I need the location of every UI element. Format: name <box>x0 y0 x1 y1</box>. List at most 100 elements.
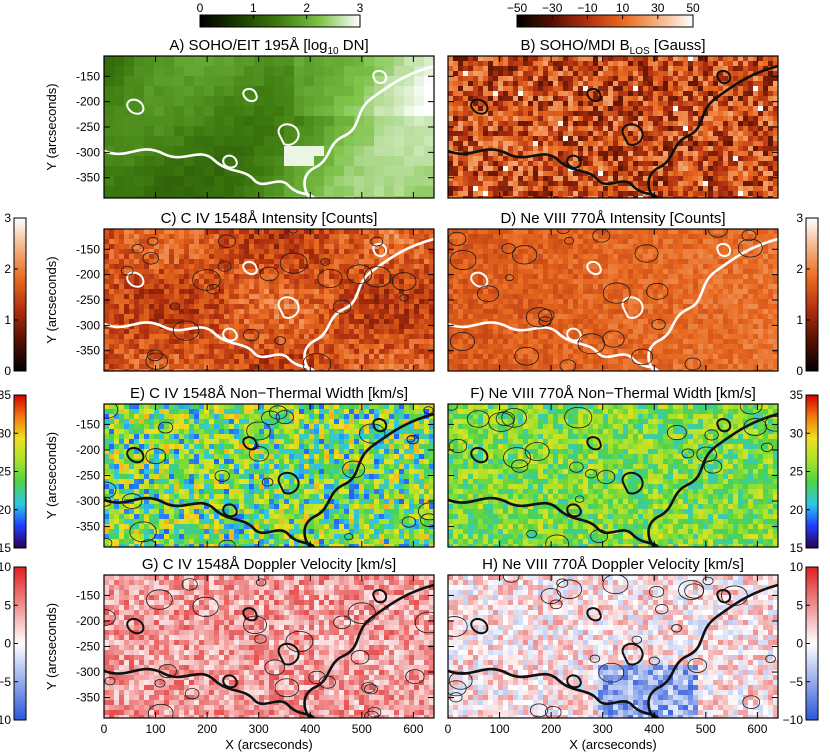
x-tick-label: 500 <box>352 722 372 736</box>
y-tick-label: -350 <box>76 520 100 534</box>
panel-a-image <box>104 56 434 198</box>
colorbar-intensity-left <box>13 217 27 372</box>
colorbar-tick-label: 3 <box>796 211 803 225</box>
x-tick-label: 0 <box>445 722 452 736</box>
x-tick-label: 300 <box>249 722 269 736</box>
x-axis-label: X (arcseconds) <box>569 737 656 752</box>
x-axis-label: X (arcseconds) <box>225 737 312 752</box>
panel-b-title: B) SOHO/MDI BLOS [Gauss] <box>520 37 705 57</box>
colorbar-width-right <box>805 394 819 549</box>
colorbar-tick-label: 5 <box>796 598 803 612</box>
colorbar-tick-label: 30 <box>790 426 804 440</box>
colorbar-tick-label: 10 <box>616 1 630 15</box>
panel-g <box>103 574 435 719</box>
x-tick-label: 500 <box>696 722 716 736</box>
panel-h-title: H) Ne VIII 770Å Doppler Velocity [km/s] <box>482 556 744 573</box>
colorbar-tick-label: 15 <box>0 541 11 555</box>
panel-f-title: F) Ne VIII 770Å Non−Thermal Width [km/s] <box>470 385 756 402</box>
x-tick-label: 200 <box>197 722 217 736</box>
panels <box>103 55 779 719</box>
y-axis-label: Y (arcseconds) <box>44 603 59 690</box>
colorbar-tick-label: 1 <box>250 1 257 15</box>
y-tick-label: -200 <box>76 95 100 109</box>
colorbar-mdi <box>516 14 694 28</box>
colorbar-intensity-right <box>805 217 819 372</box>
colorbar-tick-label: −5 <box>789 675 803 689</box>
y-tick-label: -150 <box>76 242 100 256</box>
panel-b-contours <box>448 64 778 198</box>
panel-f <box>447 403 779 548</box>
colorbar-tick-label: 2 <box>4 262 11 276</box>
colorbar-tick-label: 0 <box>796 364 803 378</box>
y-axis-label: Y (arcseconds) <box>44 256 59 343</box>
panel-f-image <box>448 404 778 547</box>
y-tick-label: -250 <box>76 293 100 307</box>
panel-e-image <box>104 404 434 547</box>
y-axis-label: Y (arcseconds) <box>44 83 59 170</box>
colorbar-tick-label: 10 <box>0 560 11 574</box>
colorbar-eit <box>199 14 361 28</box>
y-tick-label: -250 <box>76 120 100 134</box>
colorbar-doppler-left <box>13 566 27 721</box>
panel-a-title: A) SOHO/EIT 195Å [log10 DN] <box>169 37 368 57</box>
colorbar-tick-label: 0 <box>4 364 11 378</box>
colorbar-tick-label: 35 <box>790 388 804 402</box>
x-tick-label: 0 <box>101 722 108 736</box>
labels: -150 -200 -250 -300 -350 Y (arcseconds) A) SOH… <box>0 1 803 752</box>
y-tick-label: -250 <box>76 469 100 483</box>
panel-a-contours <box>104 64 434 198</box>
panel-c <box>103 228 435 372</box>
y-tick-label: -300 <box>76 665 100 679</box>
colorbar-tick-label: 35 <box>0 388 11 402</box>
y-tick-label: -350 <box>76 691 100 705</box>
panel-b-image <box>448 56 778 198</box>
x-tick-label: 200 <box>541 722 561 736</box>
panel-c-contours <box>104 229 434 371</box>
colorbar-tick-label: 20 <box>790 503 804 517</box>
y-axis-label: Y (arcseconds) <box>44 432 59 519</box>
colorbar-tick-label: 15 <box>790 541 804 555</box>
panel-d-contours <box>448 229 778 371</box>
panel-g-title: G) C IV 1548Å Doppler Velocity [km/s] <box>142 556 396 573</box>
panel-h <box>447 574 779 719</box>
panel-d <box>447 228 779 372</box>
colorbar-tick-label: 30 <box>651 1 665 15</box>
colorbar-tick-label: 2 <box>796 262 803 276</box>
colorbar-tick-label: 5 <box>4 598 11 612</box>
colorbar-tick-label: 25 <box>0 465 11 479</box>
x-tick-label: 100 <box>146 722 166 736</box>
y-tick-label: -150 <box>76 588 100 602</box>
colorbar-tick-label: −5 <box>0 675 11 689</box>
panel-b <box>447 55 779 199</box>
panel-h-contours <box>448 575 778 718</box>
colorbar-tick-label: −30 <box>542 1 563 15</box>
panel-e-title: E) C IV 1548Å Non−Thermal Width [km/s] <box>130 385 408 402</box>
y-tick-label: -300 <box>76 494 100 508</box>
colorbar-tick-label: 30 <box>0 426 11 440</box>
colorbar-tick-label: 0 <box>796 637 803 651</box>
panel-c-image <box>104 229 434 371</box>
colorbar-tick-label: 1 <box>4 313 11 327</box>
colorbar-intensity-right-ramp <box>805 217 819 372</box>
y-tick-label: -200 <box>76 268 100 282</box>
x-tick-label: 300 <box>593 722 613 736</box>
y-tick-label: -350 <box>76 171 100 185</box>
colorbar-tick-label: −10 <box>0 713 11 727</box>
y-tick-label: -150 <box>76 69 100 83</box>
y-tick-label: -250 <box>76 640 100 654</box>
x-tick-label: 600 <box>403 722 423 736</box>
colorbar-tick-label: 1 <box>796 313 803 327</box>
colorbar-tick-label: 20 <box>0 503 11 517</box>
colorbar-tick-label: 10 <box>790 560 804 574</box>
panel-e-contours <box>104 404 434 547</box>
x-tick-label: 100 <box>490 722 510 736</box>
colorbars <box>13 14 819 721</box>
y-tick-label: -300 <box>76 145 100 159</box>
colorbar-tick-label: 2 <box>303 1 310 15</box>
colorbar-tick-label: 25 <box>790 465 804 479</box>
colorbar-tick-label: 3 <box>4 211 11 225</box>
colorbar-tick-label: −10 <box>577 1 598 15</box>
panel-a <box>103 55 435 199</box>
colorbar-width-left <box>13 394 27 549</box>
